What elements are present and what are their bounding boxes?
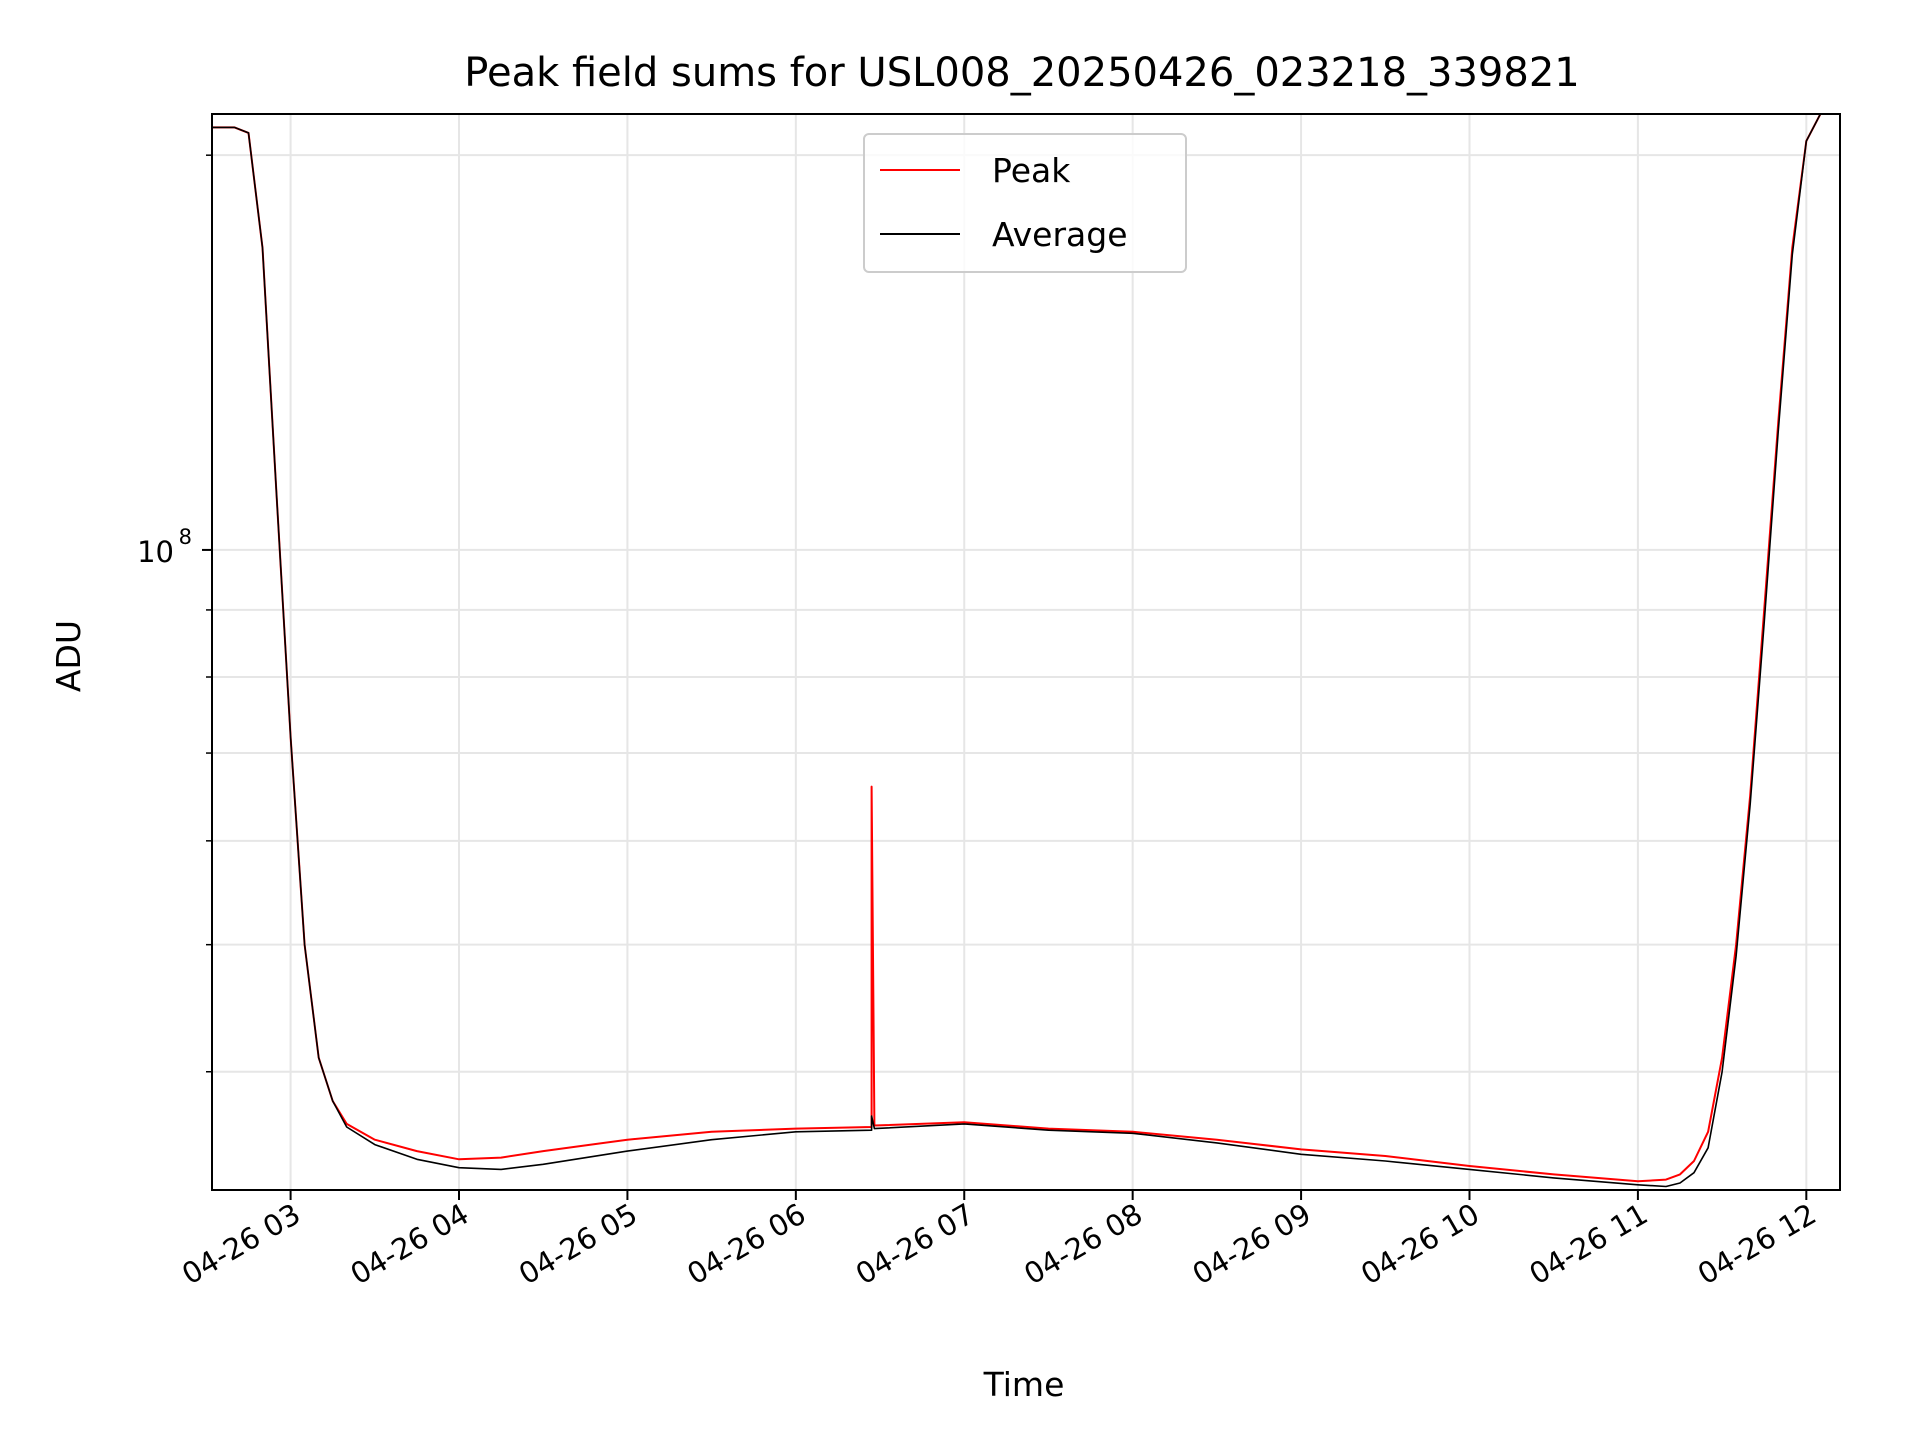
legend-label: Average bbox=[992, 215, 1128, 254]
legend-label: Peak bbox=[992, 151, 1071, 190]
legend: Peak Average bbox=[863, 133, 1187, 273]
y-tick-label-exponent: 8 bbox=[179, 525, 192, 549]
grid-lines bbox=[212, 114, 1840, 1190]
y-tick-label: 10 bbox=[137, 535, 174, 569]
series-line-average bbox=[212, 114, 1822, 1188]
legend-box bbox=[863, 133, 1187, 273]
plot-area bbox=[212, 114, 1822, 1188]
x-axis-label: Time bbox=[983, 1365, 1065, 1404]
y-axis-label: ADU bbox=[49, 620, 88, 692]
chart-title: Peak field sums for USL008_20250426_0232… bbox=[464, 50, 1579, 96]
plot-frame bbox=[211, 113, 1841, 1191]
